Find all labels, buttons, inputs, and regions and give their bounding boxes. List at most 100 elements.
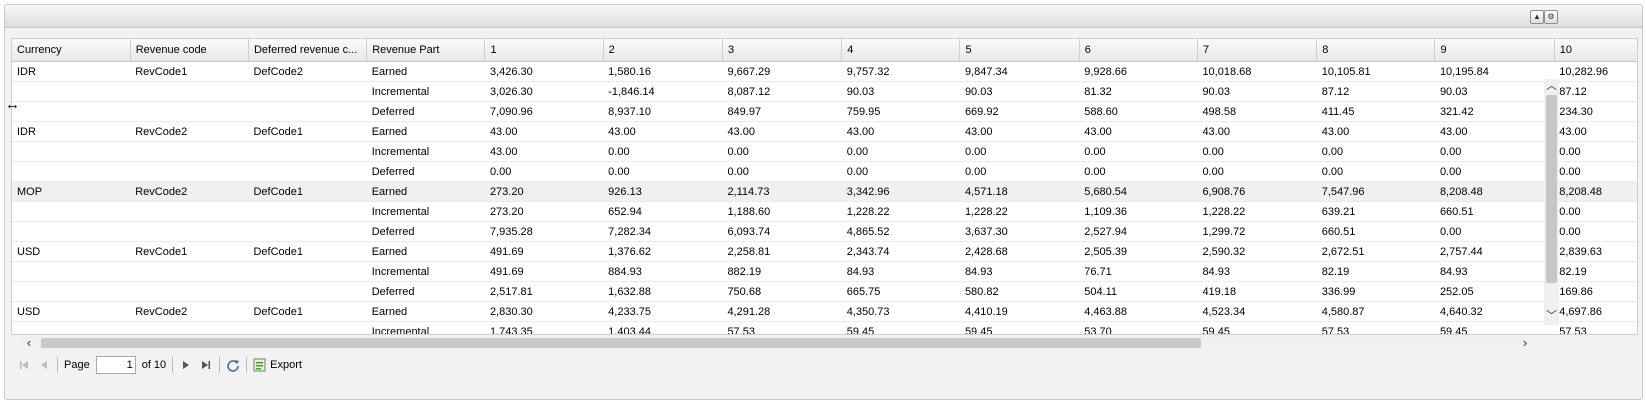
revenue-part-cell: Incremental [366, 261, 485, 282]
table-row[interactable]: Deferred 2,517.81 1,632.88 750.68 665.75 580.… [12, 281, 1637, 302]
table-row[interactable]: IDR RevCode1 DefCode2 Earned 3,426.30 1,580.1… [12, 61, 1637, 82]
column-header[interactable]: 7 [1197, 39, 1318, 62]
value-cell: 1,228.22 [1197, 201, 1317, 222]
value-cell: 2,757.44 [1434, 241, 1555, 262]
revenue-code-cell [130, 321, 249, 334]
vertical-scrollbar[interactable]: ︿ ﹀ [1544, 79, 1559, 325]
collapse-icon[interactable]: ▲ [1530, 10, 1544, 24]
value-cell: 0.00 [841, 161, 960, 182]
scroll-up-icon[interactable]: ︿ [1546, 80, 1557, 92]
column-header[interactable]: 8 [1316, 39, 1436, 62]
currency-cell [12, 141, 131, 162]
revenue-code-cell: RevCode2 [130, 181, 249, 202]
value-cell: 660.51 [1434, 201, 1555, 222]
value-cell: 0.00 [1434, 221, 1555, 242]
deferred-code-cell [248, 141, 367, 162]
value-cell: 4,410.19 [959, 301, 1080, 322]
column-header[interactable]: Revenue code [130, 39, 249, 62]
horizontal-scroll-thumb[interactable] [41, 338, 1201, 348]
scroll-right-icon[interactable]: › [1522, 335, 1528, 350]
value-cell: 8,937.10 [603, 101, 723, 122]
column-header[interactable]: 5 [959, 39, 1080, 62]
refresh-icon[interactable] [226, 358, 240, 372]
revenue-code-cell: RevCode2 [130, 121, 249, 142]
settings-icon[interactable]: ⚙ [1544, 10, 1558, 24]
page-number-input[interactable] [95, 356, 136, 374]
value-cell: 0.00 [1434, 161, 1555, 182]
table-row[interactable]: Deferred 0.00 0.00 0.00 0.00 0.00 0.00 0.00 0.00… [12, 161, 1637, 182]
scroll-left-icon[interactable]: ‹ [26, 335, 32, 350]
value-cell: 1,376.62 [603, 241, 723, 262]
value-cell: 6,093.74 [722, 221, 842, 242]
table-row[interactable]: Incremental 273.20 652.94 1,188.60 1,228.22 1… [12, 201, 1637, 222]
scroll-down-icon[interactable]: ﹀ [1546, 310, 1557, 322]
value-cell: 7,282.34 [603, 221, 723, 242]
last-page-icon[interactable] [199, 358, 213, 372]
currency-cell [12, 81, 131, 102]
column-header[interactable]: Deferred revenue c... [248, 39, 368, 62]
column-header[interactable]: 1 [484, 39, 604, 62]
deferred-code-cell [248, 101, 367, 122]
table-row[interactable]: Incremental 43.00 0.00 0.00 0.00 0.00 0.00 0.00… [12, 141, 1637, 162]
value-cell: 4,291.28 [722, 301, 842, 322]
table-row[interactable]: Deferred 7,935.28 7,282.34 6,093.74 4,865.52… [12, 221, 1637, 242]
value-cell: 59.45 [959, 321, 1080, 334]
table-row[interactable]: USD RevCode1 DefCode1 Earned 491.69 1,376.62 2… [12, 241, 1637, 262]
column-header[interactable]: Revenue Part [366, 39, 486, 62]
value-cell: 1,299.72 [1197, 221, 1317, 242]
deferred-code-cell: DefCode2 [248, 61, 367, 82]
value-cell: 87.12 [1316, 81, 1435, 102]
value-cell: 0.00 [841, 141, 960, 162]
value-cell: 759.95 [841, 101, 960, 122]
value-cell: 273.20 [484, 201, 604, 222]
revenue-code-cell [130, 101, 249, 122]
vertical-scroll-thumb[interactable] [1546, 95, 1557, 283]
table-row[interactable]: Incremental 491.69 884.93 882.19 84.93 84.93 7… [12, 261, 1637, 282]
value-cell: 43.00 [1316, 121, 1435, 142]
table-row[interactable]: Incremental 3,026.30 -1,846.14 8,087.12 90.0… [12, 81, 1637, 102]
column-header[interactable]: Currency [12, 39, 131, 62]
page-count-label: of 10 [141, 359, 167, 371]
table-row[interactable]: Deferred 7,090.96 8,937.10 849.97 759.95 669.… [12, 101, 1637, 122]
value-cell: 1,228.22 [841, 201, 960, 222]
table-row[interactable]: USD RevCode2 DefCode1 Earned 2,830.30 4,233.7… [12, 301, 1637, 322]
column-header[interactable]: 9 [1434, 39, 1555, 62]
value-cell: 43.00 [484, 141, 604, 162]
table-row[interactable]: MOP RevCode2 DefCode1 Earned 273.20 926.13 2,1… [12, 181, 1637, 202]
value-cell: 43.00 [959, 121, 1080, 142]
grid-table: Currency Revenue code Deferred revenue c..… [12, 39, 1637, 334]
column-header[interactable]: 3 [722, 39, 843, 62]
column-header[interactable]: 6 [1079, 39, 1198, 62]
prev-page-icon[interactable] [37, 358, 51, 372]
currency-cell [12, 101, 131, 122]
value-cell: 321.42 [1434, 101, 1555, 122]
revenue-part-cell: Incremental [366, 321, 485, 334]
value-cell: 0.00 [1554, 161, 1637, 182]
column-header[interactable]: 4 [841, 39, 961, 62]
revenue-code-cell [130, 141, 249, 162]
value-cell: 1,743.35 [484, 321, 604, 334]
first-page-icon[interactable] [17, 358, 31, 372]
deferred-code-cell [248, 261, 367, 282]
value-cell: 90.03 [841, 81, 960, 102]
value-cell: 1,109.36 [1079, 201, 1198, 222]
value-cell: 2,114.73 [722, 181, 842, 202]
column-header[interactable]: 10 [1554, 39, 1637, 62]
value-cell: 10,018.68 [1197, 61, 1317, 82]
value-cell: 76.71 [1079, 261, 1198, 282]
next-page-icon[interactable] [179, 358, 193, 372]
value-cell: 669.92 [959, 101, 1080, 122]
value-cell: 84.93 [959, 261, 1080, 282]
column-header[interactable]: 2 [603, 39, 723, 62]
value-cell: 87.12 [1554, 81, 1637, 102]
value-cell: 491.69 [484, 261, 604, 282]
value-cell: 43.00 [1197, 121, 1317, 142]
export-button[interactable]: Export [253, 358, 302, 372]
value-cell: 3,426.30 [484, 61, 604, 82]
value-cell: 0.00 [1554, 201, 1637, 222]
value-cell: 252.05 [1434, 281, 1555, 302]
table-row[interactable]: Incremental 1,743.35 1,403.44 57.53 59.45 59.… [12, 321, 1637, 334]
table-row[interactable]: IDR RevCode2 DefCode1 Earned 43.00 43.00 43.00… [12, 121, 1637, 142]
export-label: Export [270, 359, 302, 371]
horizontal-scrollbar[interactable]: ‹ › [21, 336, 1535, 350]
